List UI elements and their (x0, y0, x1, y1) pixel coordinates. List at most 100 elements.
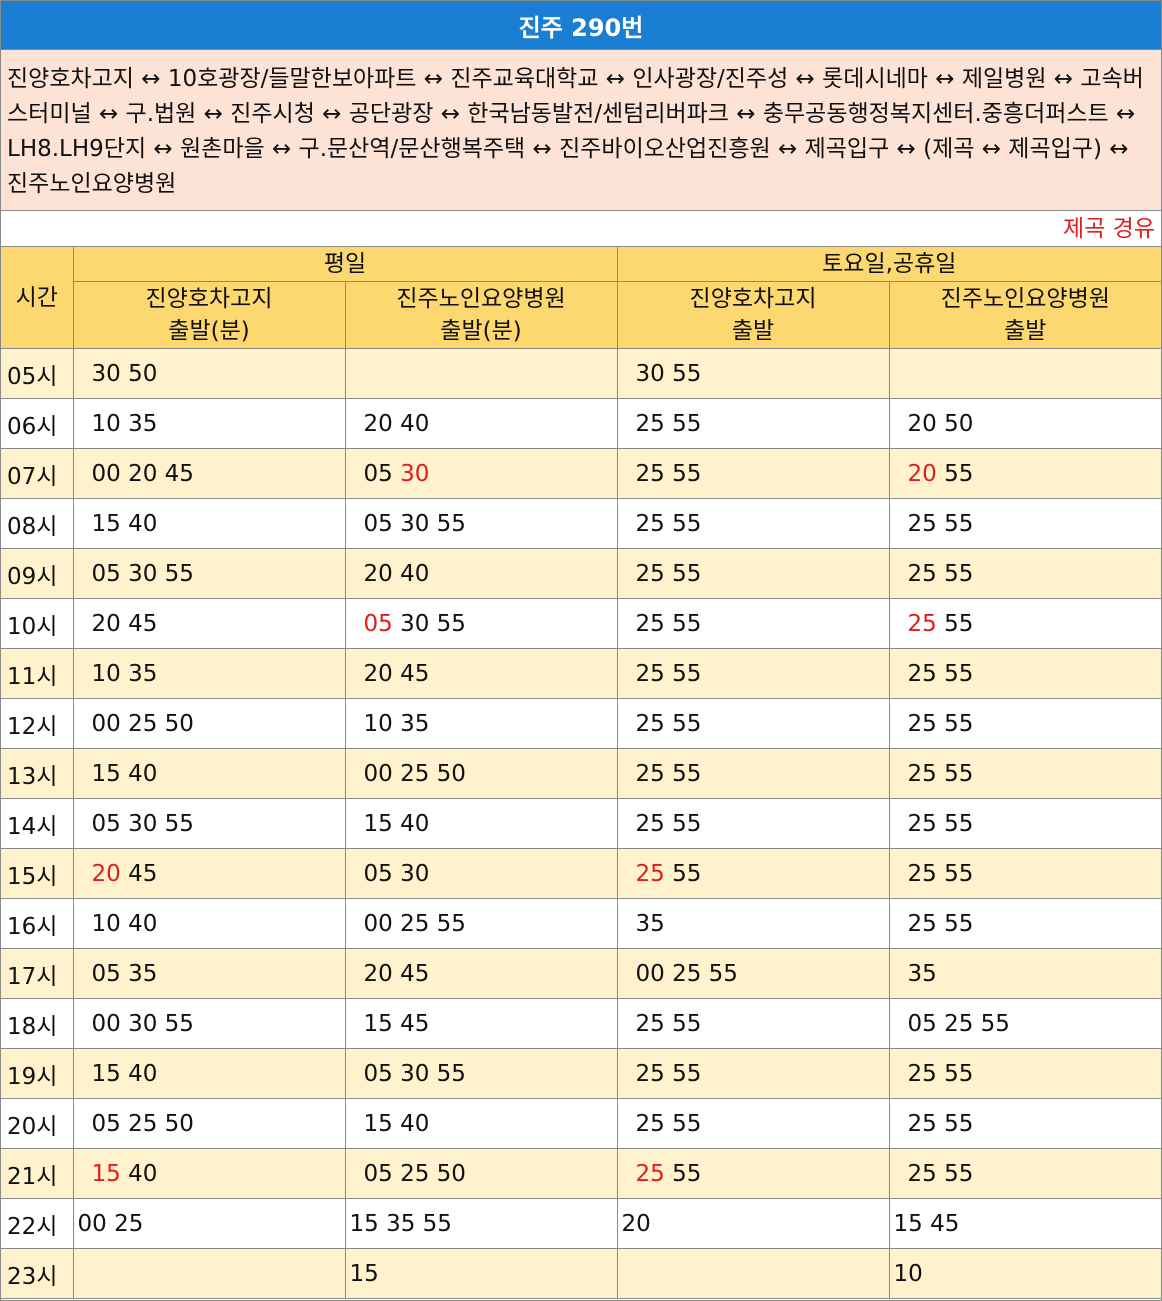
weekday-nursing-hospital-cell: 15 35 55 (344, 1198, 618, 1249)
weekend-jinyangho-cell: 25 55 (616, 398, 890, 449)
departure-minutes: 25 55 (635, 1060, 702, 1087)
departure-minutes: 20 (621, 1210, 651, 1237)
weekday-from-jinyangho-header: 진양호차고지 출발(분) (73, 281, 346, 349)
departure-minutes: 10 35 (363, 710, 430, 737)
weekday-header: 평일 (72, 247, 618, 282)
departure-minutes: 25 55 (635, 460, 702, 487)
weekday-nursing-hospital-cell: 05 30 55 (344, 1048, 618, 1099)
weekday-nursing-hospital-cell: 05 25 50 (344, 1148, 618, 1199)
departure-minutes: 25 55 (635, 760, 702, 787)
departure-minutes: 25 55 (907, 510, 974, 537)
jegok-via-time: 20 (907, 460, 937, 487)
weekend-nursing-hospital-cell: 05 25 55 (888, 998, 1162, 1049)
weekday-jinyangho-cell: 30 50 (72, 348, 346, 399)
departure-minutes: 10 (893, 1260, 923, 1287)
weekend-nursing-hospital-cell: 25 55 (888, 1148, 1162, 1199)
departure-minutes: 25 55 (907, 910, 974, 937)
weekday-jinyangho-cell: 05 25 50 (72, 1098, 346, 1149)
hour-cell: 21시 (1, 1148, 74, 1199)
departure-minutes: 25 55 (907, 660, 974, 687)
weekday-jinyangho-cell: 20 45 (72, 848, 346, 899)
hour-cell: 06시 (1, 398, 74, 449)
departure-minutes: 55 (664, 860, 702, 887)
departure-minutes: 25 55 (907, 710, 974, 737)
hour-cell: 22시 (1, 1198, 74, 1249)
table-row: 11시 10 35 20 45 25 55 25 55 (1, 648, 1162, 699)
weekend-jinyangho-cell: 20 (616, 1198, 890, 1249)
weekday-nursing-hospital-cell: 15 40 (344, 798, 618, 849)
departure-minutes: 20 40 (363, 410, 430, 437)
weekend-from-nursing-hospital-header: 진주노인요양병원 출발 (888, 281, 1162, 349)
jegok-via-time: 25 (907, 610, 937, 637)
hour-cell: 05시 (1, 348, 74, 399)
weekend-jinyangho-cell: 25 55 (616, 548, 890, 599)
jegok-via-time: 05 (363, 610, 393, 637)
departure-minutes: 05 25 55 (907, 1010, 1010, 1037)
weekend-nursing-hospital-cell: 25 55 (888, 698, 1162, 749)
departure-minutes: 25 55 (907, 1160, 974, 1187)
hour-cell: 14시 (1, 798, 74, 849)
departure-minutes: 00 25 55 (363, 910, 466, 937)
weekend-nursing-hospital-cell: 10 (888, 1248, 1162, 1299)
departure-minutes: 00 20 45 (91, 460, 194, 487)
table-row: 21시 15 40 05 25 50 25 55 25 55 (1, 1148, 1162, 1199)
departure-minutes: 05 30 55 (91, 560, 194, 587)
departure-minutes: 05 25 50 (363, 1160, 466, 1187)
table-row: 12시 00 25 50 10 35 25 55 25 55 (1, 698, 1162, 749)
hour-cell: 15시 (1, 848, 74, 899)
departure-minutes: 15 40 (363, 810, 430, 837)
departure-minutes: 35 (635, 910, 665, 937)
table-row: 09시 05 30 55 20 40 25 55 25 55 (1, 548, 1162, 599)
table-row: 07시 00 20 45 05 30 25 55 20 55 (1, 448, 1162, 499)
hour-cell: 08시 (1, 498, 74, 549)
weekend-jinyangho-cell: 25 55 (616, 448, 890, 499)
hour-cell: 18시 (1, 998, 74, 1049)
weekend-jinyangho-cell: 30 55 (616, 348, 890, 399)
table-row: 15시 20 45 05 30 25 55 25 55 (1, 848, 1162, 899)
departure-minutes: 05 30 55 (363, 1060, 466, 1087)
table-row: 08시 15 40 05 30 55 25 55 25 55 (1, 498, 1162, 549)
departure-minutes: 25 55 (635, 810, 702, 837)
weekend-nursing-hospital-cell: 20 50 (888, 398, 1162, 449)
departure-minutes: 15 45 (893, 1210, 960, 1237)
weekend-nursing-hospital-cell: 25 55 (888, 898, 1162, 949)
hour-cell: 20시 (1, 1098, 74, 1149)
departure-minutes: 20 45 (363, 960, 430, 987)
departure-minutes: 30 55 (635, 360, 702, 387)
hour-cell: 09시 (1, 548, 74, 599)
departure-minutes: 15 40 (91, 510, 158, 537)
weekend-nursing-hospital-cell: 25 55 (888, 1048, 1162, 1099)
weekday-jinyangho-cell: 15 40 (72, 1048, 346, 1099)
weekend-nursing-hospital-cell: 25 55 (888, 498, 1162, 549)
departure-minutes: 25 55 (907, 810, 974, 837)
weekday-nursing-hospital-cell: 05 30 55 (344, 598, 618, 649)
weekend-nursing-hospital-cell: 35 (888, 948, 1162, 999)
departure-minutes: 05 30 55 (363, 510, 466, 537)
weekend-header: 토요일,공휴일 (616, 247, 1162, 282)
weekday-nursing-hospital-cell: 15 40 (344, 1098, 618, 1149)
weekend-nursing-hospital-cell: 25 55 (888, 1098, 1162, 1149)
weekday-jinyangho-cell: 15 40 (72, 1148, 346, 1199)
departure-minutes: 20 50 (907, 410, 974, 437)
hour-cell: 13시 (1, 748, 74, 799)
jegok-via-time: 30 (400, 460, 430, 487)
weekday-jinyangho-cell: 05 35 (72, 948, 346, 999)
table-row: 13시 15 40 00 25 50 25 55 25 55 (1, 748, 1162, 799)
departure-minutes: 15 40 (91, 1060, 158, 1087)
departure-minutes: 00 25 55 (635, 960, 738, 987)
weekday-nursing-hospital-cell: 20 40 (344, 548, 618, 599)
hour-cell: 10시 (1, 598, 74, 649)
weekend-jinyangho-cell: 25 55 (616, 648, 890, 699)
weekday-nursing-hospital-cell: 00 25 50 (344, 748, 618, 799)
weekend-jinyangho-cell (616, 1248, 890, 1299)
weekend-jinyangho-cell: 25 55 (616, 498, 890, 549)
departure-minutes: 10 35 (91, 410, 158, 437)
table-row: 20시 05 25 50 15 40 25 55 25 55 (1, 1098, 1162, 1149)
table-row: 22시 00 25 15 35 55 20 15 45 (1, 1198, 1162, 1249)
weekday-jinyangho-cell: 00 25 (72, 1198, 346, 1249)
departure-minutes: 20 45 (363, 660, 430, 687)
table-row: 23시 15 10 (1, 1248, 1162, 1299)
departure-minutes: 00 25 50 (363, 760, 466, 787)
weekend-jinyangho-cell: 25 55 (616, 698, 890, 749)
